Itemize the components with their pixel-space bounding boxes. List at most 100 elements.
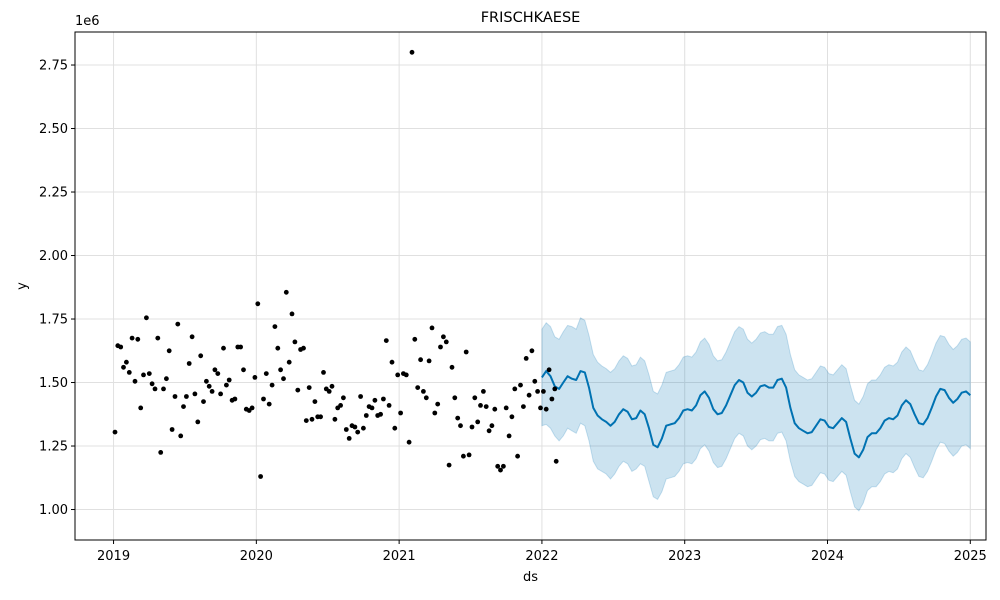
observed-point	[255, 301, 261, 307]
y-tick-label: 1.25	[39, 440, 68, 455]
observed-point	[138, 405, 144, 411]
observed-point	[329, 383, 335, 389]
observed-point	[266, 401, 272, 407]
observed-point	[121, 364, 126, 370]
observed-point	[249, 405, 255, 411]
observed-point	[341, 395, 346, 401]
observed-point	[432, 410, 438, 416]
observed-point	[535, 389, 540, 394]
observed-point	[363, 413, 369, 418]
observed-point	[515, 453, 520, 459]
x-tick-label: 2023	[668, 549, 701, 564]
observed-point	[543, 406, 549, 412]
x-axis-label: ds	[523, 570, 538, 585]
plot-frame	[74, 31, 987, 541]
y-tick-label: 2.25	[39, 186, 68, 201]
observed-point	[541, 389, 546, 394]
observed-point	[406, 439, 412, 445]
observed-point	[398, 410, 403, 416]
observed-point	[358, 394, 363, 399]
observed-point	[332, 416, 338, 422]
observed-point	[495, 463, 501, 469]
observed-point	[521, 404, 526, 409]
observed-point	[144, 315, 149, 321]
observed-point	[281, 376, 286, 382]
observed-point	[146, 371, 152, 376]
x-axis-ticks: 2019 2020 2021 2022 2023 2024 2025	[97, 540, 987, 564]
observed-point	[538, 405, 543, 411]
observed-point	[461, 453, 466, 459]
observed-point	[383, 338, 389, 343]
observed-point	[346, 436, 352, 441]
observed-point	[181, 404, 186, 409]
observed-point	[481, 389, 486, 394]
observed-point	[126, 370, 132, 375]
observed-point	[326, 389, 332, 394]
observed-point	[272, 324, 278, 329]
observed-point	[503, 405, 509, 411]
x-tick-label: 2019	[97, 549, 130, 564]
observed-point	[395, 372, 401, 378]
chart-title: FRISCHKAESE	[481, 10, 581, 26]
observed-point	[463, 349, 469, 355]
y-tick-label: 1.75	[39, 313, 68, 328]
observed-point	[441, 334, 446, 340]
observed-point	[415, 385, 421, 390]
observed-point	[124, 359, 129, 365]
observed-point	[189, 334, 195, 340]
observed-point	[338, 403, 343, 408]
grid-lines	[75, 32, 986, 540]
observed-point	[306, 385, 312, 390]
observed-point	[241, 367, 246, 373]
observed-point	[275, 345, 281, 351]
observed-point	[455, 415, 461, 421]
observed-point	[546, 367, 552, 373]
observed-points	[112, 49, 559, 479]
observed-point	[164, 376, 169, 382]
y-tick-label: 2.50	[39, 122, 68, 137]
observed-point	[215, 371, 221, 376]
observed-point	[192, 391, 198, 397]
observed-point	[381, 396, 386, 402]
observed-point	[443, 339, 449, 345]
observed-point	[184, 394, 189, 399]
observed-point	[489, 423, 495, 429]
observed-point	[492, 406, 498, 412]
observed-point	[172, 394, 178, 399]
observed-point	[318, 414, 323, 420]
y-axis-label: y	[15, 282, 30, 290]
observed-point	[486, 428, 492, 434]
observed-point	[278, 367, 283, 373]
y-tick-label: 2.75	[39, 59, 68, 74]
observed-point	[312, 399, 318, 404]
y-tick-label: 1.00	[39, 503, 68, 518]
observed-point	[549, 396, 555, 402]
observed-point	[372, 397, 378, 403]
observed-point	[469, 424, 475, 430]
observed-point	[506, 433, 512, 439]
observed-point	[392, 425, 398, 431]
observed-point	[361, 425, 366, 431]
observed-point	[378, 411, 383, 417]
observed-point	[212, 367, 218, 373]
observed-point	[218, 391, 224, 397]
observed-point	[258, 474, 263, 479]
x-tick-label: 2024	[811, 549, 844, 564]
observed-point	[198, 353, 204, 359]
observed-point	[149, 381, 155, 387]
observed-point	[263, 371, 269, 376]
observed-point	[523, 356, 529, 361]
observed-point	[201, 399, 206, 404]
observed-point	[412, 336, 418, 342]
observed-point	[498, 467, 503, 473]
observed-point	[438, 344, 443, 350]
observed-point	[132, 378, 138, 384]
observed-point	[283, 289, 289, 295]
observed-point	[141, 372, 146, 378]
observed-point	[518, 382, 523, 388]
observed-point	[309, 416, 315, 422]
x-tick-label: 2025	[954, 549, 987, 564]
observed-point	[175, 321, 181, 327]
observed-point	[169, 427, 175, 432]
